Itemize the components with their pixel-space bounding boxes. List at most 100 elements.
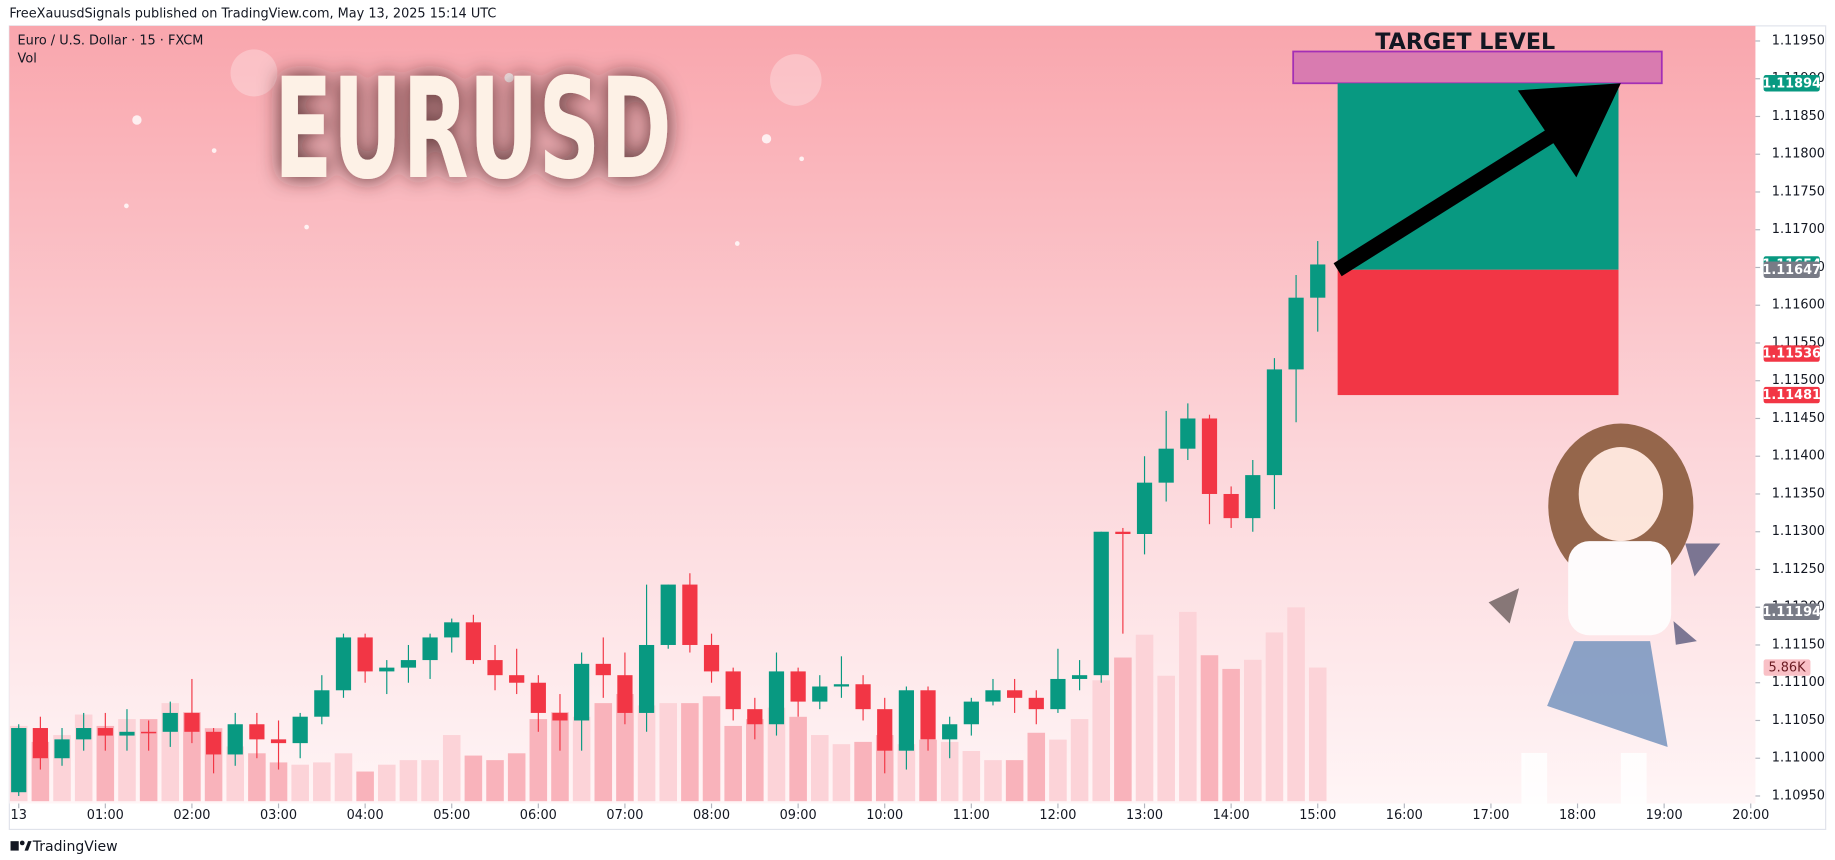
volume-bar xyxy=(486,760,504,802)
candle-body xyxy=(552,712,568,721)
footer-logo xyxy=(10,840,32,851)
volume-bar xyxy=(702,696,721,802)
x-tick-label: 14:00 xyxy=(1213,808,1250,823)
price-tag-label: 1.11536 xyxy=(1762,347,1821,362)
target-level-band xyxy=(1292,50,1663,85)
y-tick-label: 1.11400 xyxy=(1772,449,1825,464)
candle-body xyxy=(1136,482,1153,534)
candle-body xyxy=(574,663,590,721)
volume-bar xyxy=(1308,667,1327,802)
volume-bar xyxy=(962,751,981,802)
price-tag xyxy=(1763,75,1820,92)
candle-body xyxy=(32,728,48,759)
candle-body xyxy=(617,675,633,713)
candle-body xyxy=(314,690,330,717)
target-label: TARGET LEVEL xyxy=(1375,29,1555,55)
volume-bar xyxy=(226,746,245,802)
candle-body xyxy=(985,690,1001,702)
y-tick-label: 1.11700 xyxy=(1772,222,1825,237)
volume-bar xyxy=(767,707,786,802)
y-tick-label: 1.10950 xyxy=(1772,788,1825,803)
symbol-legend: Euro / U.S. Dollar · 15 · FXCM xyxy=(18,34,204,49)
candles xyxy=(11,241,1326,796)
volume-bar xyxy=(940,741,959,802)
volume-bar xyxy=(854,741,872,802)
volume-bar xyxy=(356,771,374,802)
candle-body xyxy=(444,622,460,638)
candle-body xyxy=(1310,264,1326,298)
candle-body xyxy=(292,716,308,744)
volume-bar xyxy=(1287,607,1305,802)
candle-body xyxy=(790,671,806,702)
volume-bar xyxy=(139,719,158,802)
candle-body xyxy=(963,701,979,725)
candle-body xyxy=(682,584,698,645)
candle-body xyxy=(595,663,611,676)
candle-body xyxy=(1158,448,1174,483)
sparkles xyxy=(124,49,822,246)
volume-bar xyxy=(1070,719,1089,802)
candle-body xyxy=(1115,531,1131,534)
candle-body xyxy=(638,644,655,713)
character-decoration xyxy=(1488,423,1721,804)
y-tick-label: 1.11850 xyxy=(1772,109,1825,124)
candle-body xyxy=(1050,678,1066,710)
candle-body xyxy=(54,739,70,759)
volume-bar xyxy=(529,719,548,802)
x-tick-label: 10:00 xyxy=(866,808,903,823)
candle-body xyxy=(812,686,828,702)
x-tick-label: 07:00 xyxy=(606,808,643,823)
candle-body xyxy=(660,584,676,645)
candle-body xyxy=(487,660,503,676)
volume-bar xyxy=(1157,675,1175,802)
volume-bar xyxy=(248,753,266,802)
volume-bar xyxy=(507,753,526,802)
x-tick-label: 18:00 xyxy=(1559,808,1596,823)
candle-body xyxy=(1288,297,1304,370)
candle-body xyxy=(141,731,157,734)
volume-bar xyxy=(897,744,916,802)
volume-bar xyxy=(1092,680,1111,802)
footer-brand: TradingView xyxy=(32,839,118,855)
candle-body xyxy=(942,724,958,740)
x-tick-label: 04:00 xyxy=(347,808,384,823)
candle-body xyxy=(1201,418,1218,494)
volume-bar xyxy=(269,762,288,802)
candle-body xyxy=(703,644,720,672)
x-tick-label: 16:00 xyxy=(1386,808,1423,823)
candle-body xyxy=(400,660,417,668)
x-tick-label: 08:00 xyxy=(693,808,730,823)
volume-bar xyxy=(1179,611,1197,802)
volume-bar xyxy=(118,719,136,802)
volume-bar xyxy=(291,764,309,802)
candle-body xyxy=(184,712,200,732)
y-tick-label: 1.11450 xyxy=(1772,411,1825,426)
candle-body xyxy=(97,728,113,736)
y-tick-label: 1.11000 xyxy=(1772,751,1825,766)
x-tick-label: 17:00 xyxy=(1472,808,1509,823)
volume-bar xyxy=(681,703,699,802)
volume-bar xyxy=(811,735,829,802)
volume-tag xyxy=(1763,659,1811,676)
candle-body xyxy=(1245,475,1261,519)
candle-body xyxy=(1266,369,1283,476)
x-tick-label: 06:00 xyxy=(520,808,557,823)
deco-triangle xyxy=(1685,543,1721,577)
candle-body xyxy=(747,709,763,725)
volume-bar xyxy=(572,716,591,802)
arrow-head xyxy=(1517,83,1621,178)
x-tick-label: 15:00 xyxy=(1299,808,1336,823)
candle-body xyxy=(833,684,850,687)
candle-body xyxy=(379,667,395,672)
y-tick-label: 1.11800 xyxy=(1772,147,1825,162)
volume-bar xyxy=(984,760,1002,802)
arrow-shaft xyxy=(1333,107,1590,277)
volume-bar xyxy=(313,762,331,802)
volume-bar xyxy=(1049,739,1067,802)
volume-bar xyxy=(1244,659,1262,802)
y-tick-label: 1.11600 xyxy=(1772,298,1825,313)
volume-bar xyxy=(1222,668,1240,802)
volume-bar xyxy=(637,705,656,802)
x-tick-label: 13:00 xyxy=(1126,808,1163,823)
